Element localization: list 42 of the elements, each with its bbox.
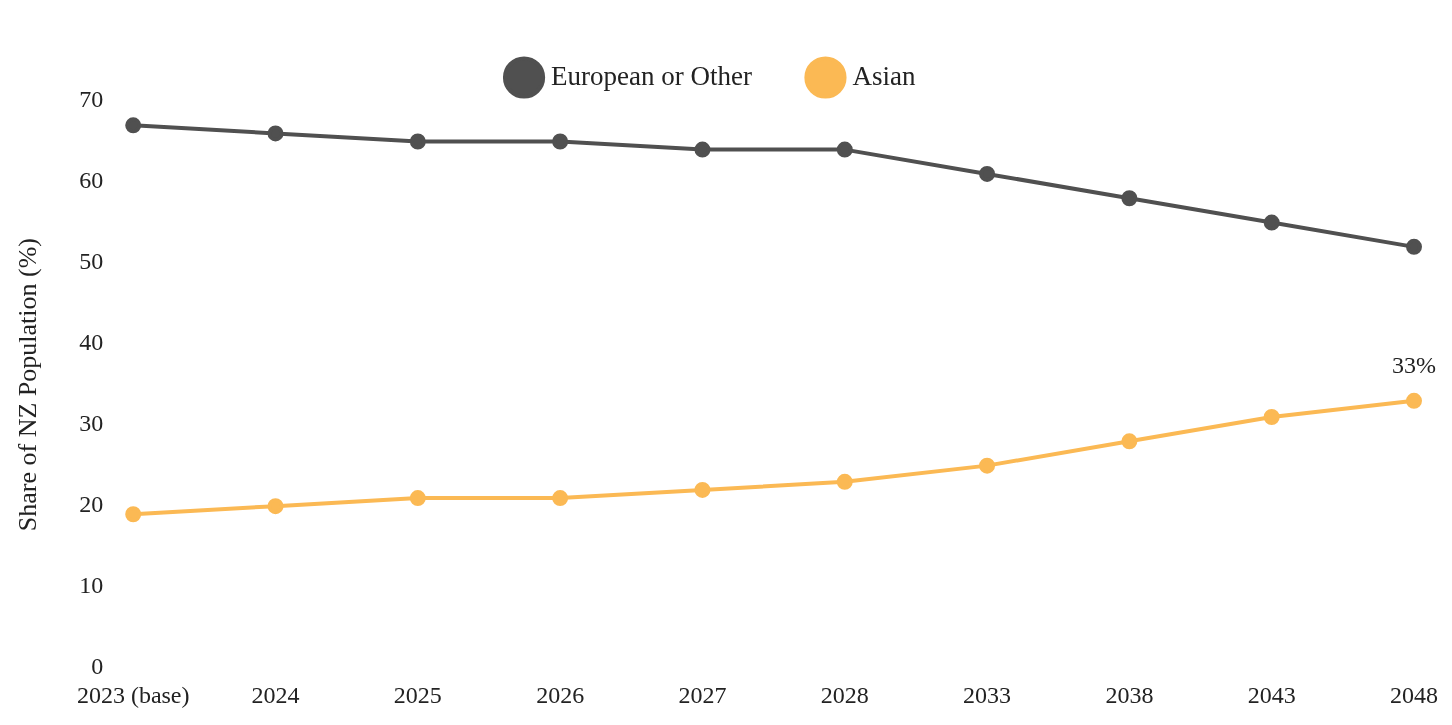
x-tick-label: 2028 bbox=[820, 681, 869, 708]
y-tick-label: 20 bbox=[79, 491, 104, 518]
x-tick-label: 2043 bbox=[1247, 681, 1296, 708]
x-tick-label: 2023 (base) bbox=[76, 681, 190, 708]
legend-label: European or Other bbox=[551, 60, 752, 91]
point bbox=[125, 506, 142, 523]
legend-label: Asian bbox=[852, 60, 916, 91]
point bbox=[836, 473, 853, 490]
point bbox=[409, 133, 426, 150]
point bbox=[694, 481, 711, 498]
point bbox=[979, 457, 996, 474]
point bbox=[1121, 190, 1138, 207]
y-axis-title: Share of NZ Population (%) bbox=[13, 238, 43, 532]
x-tick-label: 2025 bbox=[393, 681, 442, 708]
y-tick-label: 50 bbox=[79, 248, 104, 275]
y-tick-label: 40 bbox=[79, 329, 104, 356]
y-tick-label: 0 bbox=[91, 653, 104, 680]
point bbox=[1263, 409, 1280, 426]
point bbox=[125, 117, 142, 134]
point bbox=[1406, 238, 1422, 255]
annotation: 33% bbox=[1392, 352, 1436, 379]
point bbox=[694, 141, 711, 158]
point bbox=[409, 490, 426, 507]
x-tick-label: 2038 bbox=[1105, 681, 1154, 708]
point bbox=[836, 141, 853, 158]
x-tick-label: 2024 bbox=[251, 681, 300, 708]
y-tick-label: 30 bbox=[79, 410, 104, 437]
y-tick-label: 60 bbox=[79, 167, 104, 194]
x-tick-label: 2033 bbox=[963, 681, 1012, 708]
point bbox=[1406, 392, 1422, 409]
y-tick-label: 70 bbox=[79, 86, 104, 113]
y-tick-label: 10 bbox=[79, 572, 104, 599]
point bbox=[552, 490, 569, 507]
x-tick-label: 2026 bbox=[536, 681, 585, 708]
point bbox=[552, 133, 569, 150]
x-tick-label: 2027 bbox=[678, 681, 727, 708]
x-tick-label: 2048 bbox=[1390, 681, 1438, 708]
point bbox=[1121, 433, 1138, 450]
point bbox=[1263, 214, 1280, 231]
point bbox=[979, 165, 996, 182]
point bbox=[267, 125, 284, 142]
point bbox=[267, 498, 284, 515]
